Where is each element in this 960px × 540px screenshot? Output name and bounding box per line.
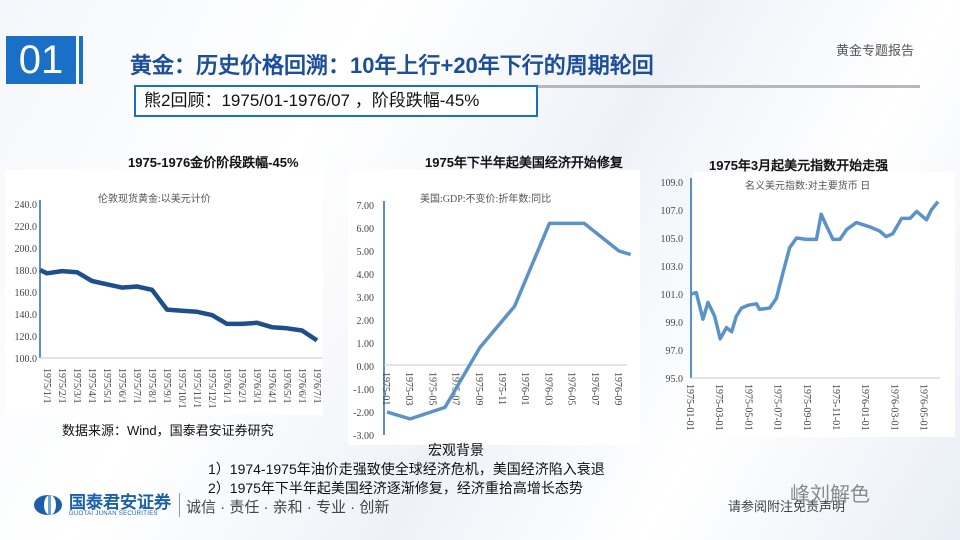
- slogan: 诚信 · 责任 · 亲和 · 专业 · 创新: [186, 499, 390, 516]
- company-logo: 国泰君安证券 GUOTAI JUNAN SECURITIES: [33, 493, 180, 517]
- y-tick-label: 103.0: [661, 262, 684, 273]
- report-label: 黄金专题报告: [836, 43, 915, 58]
- macro-point-1: 1）1974-1975年油价走强致使全球经济危机，美国经济陷入衰退: [208, 461, 605, 477]
- page-title: 黄金：历史价格回溯：10年上行+20年下行的周期轮回: [130, 53, 654, 78]
- chart3-panel: [693, 172, 955, 437]
- logo-icon: [34, 495, 62, 515]
- chart2-title: 1975年下半年起美国经济开始修复: [425, 155, 623, 170]
- macro-heading: 宏观背景: [428, 442, 484, 458]
- chart1-title: 1975-1976金价阶段跌幅-45%: [128, 155, 299, 170]
- y-tick-label: 99.0: [666, 318, 684, 329]
- subtitle-box: 熊2回顾：1975/01-1976/07 ，阶段跌幅-45%: [134, 85, 538, 117]
- logo-cn: 国泰君安证券: [69, 492, 171, 512]
- section-number: 01: [6, 36, 76, 84]
- y-tick-label: 95.0: [666, 374, 684, 385]
- logo-en: GUOTAI JUNAN SECURITIES: [69, 510, 158, 517]
- chart2-panel: [348, 170, 640, 445]
- section-divider: [79, 36, 83, 84]
- chart1-panel: [5, 170, 323, 415]
- macro-point-2: 2）1975年下半年起美国经济逐渐修复，经济重拾高增长态势: [208, 480, 583, 496]
- title-rule: [520, 85, 920, 88]
- y-tick-label: 101.0: [661, 290, 684, 301]
- disclaimer: 请参阅附注免责声明: [728, 499, 846, 514]
- watermark: 峰刘解色: [790, 484, 870, 506]
- y-tick-label: 105.0: [661, 234, 684, 245]
- y-tick-label: 97.0: [666, 346, 684, 357]
- y-tick-label: 107.0: [661, 206, 684, 217]
- chart3-title: 1975年3月起美元指数开始走强: [709, 158, 889, 173]
- y-tick-label: 109.0: [661, 178, 684, 189]
- data-source: 数据来源：Wind，国泰君安证券研究: [62, 423, 274, 438]
